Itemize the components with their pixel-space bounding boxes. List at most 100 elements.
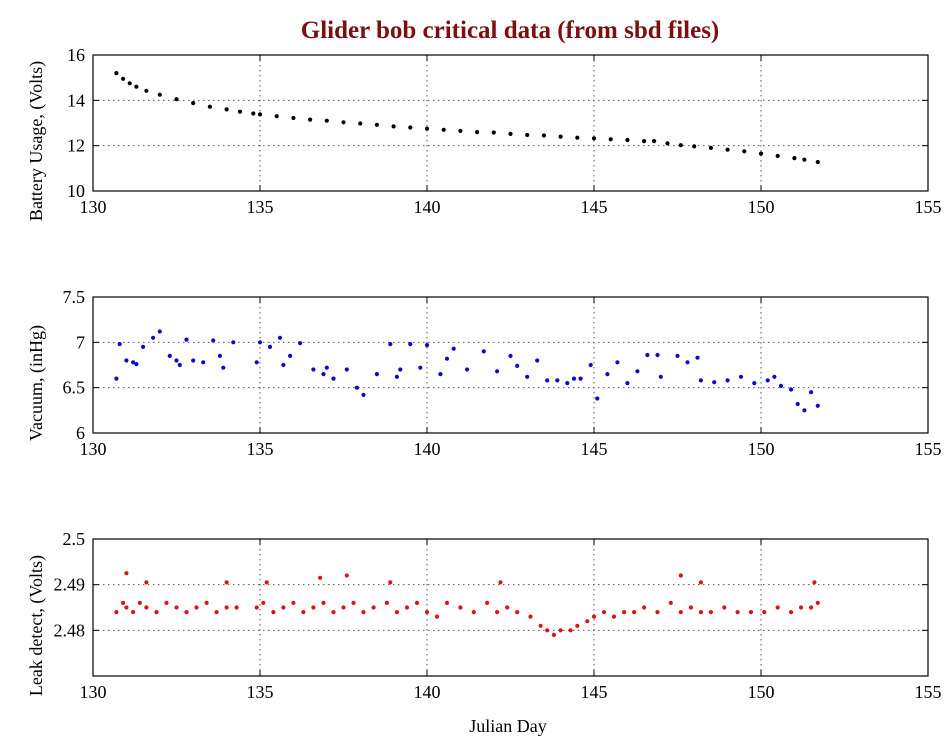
battery-point (558, 134, 563, 139)
vacuum-point (481, 349, 486, 354)
battery-point (491, 130, 496, 135)
y-tick-label: 2.48 (54, 620, 86, 640)
battery-point (591, 136, 597, 141)
battery-point (358, 121, 363, 126)
vacuum-point (141, 344, 146, 349)
leak-point (388, 580, 393, 585)
leak-point (124, 605, 129, 610)
vacuum-point (298, 341, 303, 346)
x-tick-label: 150 (748, 439, 775, 459)
vacuum-point (277, 335, 283, 340)
leak-point (351, 600, 356, 606)
y-tick-label: 10 (67, 181, 85, 201)
leak-point (688, 605, 694, 610)
leak-point (809, 605, 814, 610)
vacuum-point (625, 381, 630, 386)
subplot-vacuum: 130 135 140 145 150 155 6 6.5 7 7.5 Vacuum, (inHg) (26, 287, 942, 459)
leak-point (762, 610, 767, 615)
vacuum-point (408, 342, 413, 347)
y-axis-label: Leak detect, (Volts) (26, 555, 47, 696)
vacuum-point (321, 372, 326, 377)
leak-point (281, 605, 286, 610)
vacuum-point (217, 353, 222, 358)
leak-point (224, 605, 229, 610)
y-tick-label: 7 (76, 332, 85, 352)
battery-point (324, 118, 329, 123)
leak-point (404, 605, 410, 610)
x-tick-label: 135 (247, 197, 274, 217)
leak-point (361, 610, 366, 615)
vacuum-point (725, 378, 730, 383)
axes-frame (92, 54, 929, 192)
battery-point (792, 156, 797, 161)
battery-point (191, 101, 196, 106)
vacuum-point (525, 374, 530, 379)
leak-point (344, 573, 349, 578)
battery-point (815, 159, 820, 165)
battery-point (174, 97, 179, 102)
axes-frame (92, 538, 929, 677)
y-tick-label: 2.5 (63, 529, 86, 549)
x-tick-label: 140 (414, 197, 441, 217)
vacuum-point (712, 380, 717, 385)
leak-point (722, 605, 727, 610)
battery-point (758, 151, 764, 156)
battery-point (121, 76, 126, 81)
vacuum-point (124, 358, 129, 363)
leak-point (655, 610, 660, 615)
vacuum-point (281, 362, 286, 368)
battery-point (475, 130, 480, 135)
vacuum-point (394, 374, 399, 379)
leak-point (698, 610, 704, 615)
vacuum-point (424, 343, 430, 348)
vacuum-point (752, 381, 757, 386)
x-tick-label: 155 (915, 439, 942, 459)
battery-point (237, 109, 243, 114)
leak-point (444, 600, 450, 606)
vacuum-point (578, 376, 583, 381)
vacuum-point (288, 353, 293, 358)
leak-point (668, 600, 673, 606)
vacuum-point (267, 344, 273, 349)
leak-point (424, 610, 430, 615)
y-tick-label: 6.5 (63, 378, 86, 398)
battery-point (692, 144, 697, 149)
vacuum-point (131, 360, 136, 365)
vacuum-point (695, 355, 700, 360)
leak-point (575, 623, 580, 628)
leak-point (632, 610, 637, 615)
vacuum-point (117, 342, 122, 347)
battery-point (134, 84, 139, 89)
y-tick-label: 7.5 (63, 287, 86, 307)
vacuum-point (114, 376, 119, 381)
vacuum-point (361, 392, 366, 397)
vacuum-point (438, 372, 443, 377)
leak-point (708, 610, 714, 615)
vacuum-point (444, 356, 450, 361)
x-tick-label: 150 (748, 682, 775, 702)
vacuum-point (815, 403, 820, 408)
battery-point (441, 127, 446, 132)
battery-point (224, 107, 229, 112)
vacuum-point (778, 383, 784, 388)
vacuum-point (595, 396, 600, 401)
leak-point (114, 610, 119, 615)
x-tick-label: 130 (80, 439, 107, 459)
battery-point (525, 132, 530, 138)
y-tick-label: 12 (67, 136, 85, 156)
vacuum-point (231, 340, 236, 345)
vacuum-point (571, 376, 577, 381)
vacuum-point (545, 378, 550, 383)
chart-title: Glider bob critical data (from sbd files… (301, 17, 720, 44)
y-axis-label: Vacuum, (inHg) (26, 325, 47, 441)
vacuum-point (324, 365, 329, 370)
vacuum-point (311, 367, 316, 372)
vacuum-point (418, 365, 423, 370)
leak-point (678, 610, 683, 615)
x-tick-label: 140 (414, 439, 441, 459)
leak-point (495, 610, 500, 615)
y-tick-label: 16 (67, 45, 85, 65)
leak-point (471, 610, 476, 615)
vacuum-point (655, 352, 660, 358)
